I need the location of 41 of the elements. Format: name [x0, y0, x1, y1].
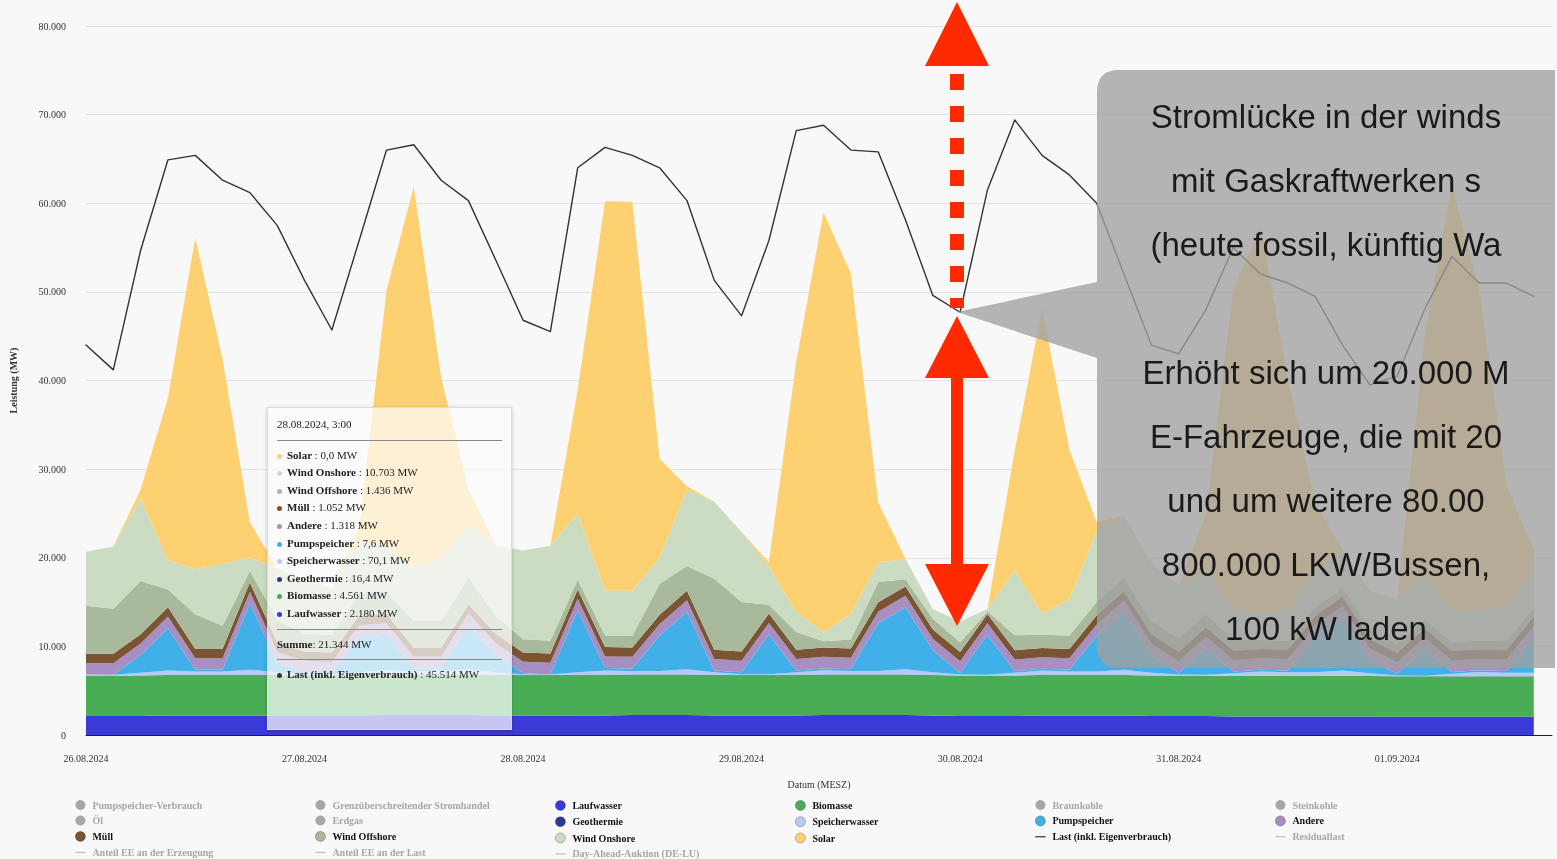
text: Stromlücke in der winds mit Gaskraftwerken s (heute fossil, künftig Wa Erhöht sich um 20.000 M E-Fahrzeuge, die mit 20 und um weitere 80.00 800.000 LKW/Bussen, 100 kW laden: [1142, 98, 1510, 647]
legend-label: Biomasse: [812, 799, 853, 811]
y-tick-label: 10.000: [38, 640, 66, 652]
legend-label: Pumpspeicher-Verbrauch: [92, 799, 203, 811]
legend-label: Residuallast: [1292, 831, 1346, 843]
legend-label: Steinkohle: [1292, 799, 1338, 811]
y-tick-label: 20.000: [38, 552, 66, 564]
legend-label: Last (inkl. Eigenverbrauch): [1052, 831, 1172, 844]
legend-label: Grenzüberschreitender Stromhandel: [332, 799, 490, 811]
legend-label: Andere: [1292, 815, 1325, 827]
legend-label: Wind Onshore: [572, 832, 636, 844]
y-tick-label: 40.000: [38, 375, 66, 386]
legend-label: Laufwasser: [572, 799, 623, 811]
x-tick-label: 01.09.2024: [1374, 752, 1420, 764]
x-axis-title: Datum (MESZ): [787, 778, 851, 791]
x-tick-label: 28.08.2024: [500, 752, 546, 764]
legend-label: Erdgas: [332, 815, 364, 826]
y-tick-label: 80.000: [38, 20, 66, 32]
tooltip-panel: 28.08.2024, 3:00 Solar : 0,0 MW Wind Onshore : 10.703 MW Wind Offshore : 1.436 MW Müll : 1.052 MW Andere : 1.318 MW Pumpspeicher : 7,6 MW Speicherwasser : 70,1 MW Geothermie : 16,4 MW Biomasse : 4.561 MW Laufwasser : 2.180 MW Summe: 21.344 MW Last (inkl. Eigenverbrauch) : 45.514 MW: [267, 407, 512, 730]
y-tick-label: 0: [61, 729, 66, 741]
x-tick-label: 30.08.2024: [937, 752, 983, 764]
y-axis-title: Leistung (MW): [7, 347, 20, 414]
x-tick-label: 26.08.2024: [63, 752, 109, 764]
legend-label: Öl: [92, 814, 104, 826]
y-tick-label: 60.000: [38, 197, 66, 209]
y-tick-label: 50.000: [38, 286, 66, 298]
y-tick-label: 30.000: [38, 463, 66, 475]
legend-label: Solar: [812, 832, 836, 844]
legend-label: Geothermie: [572, 816, 624, 828]
legend-label: Pumpspeicher: [1052, 815, 1115, 827]
x-tick-label: 29.08.2024: [719, 752, 765, 764]
legend-label: Müll: [92, 830, 114, 842]
legend-label: Day-Ahead-Auktion (DE-LU): [572, 848, 700, 859]
legend-label: Wind Offshore: [332, 830, 397, 842]
x-tick-label: 31.08.2024: [1156, 752, 1202, 764]
legend-label: Anteil EE an der Erzeugung: [92, 846, 214, 858]
legend-label: Anteil EE an der Last: [332, 846, 427, 858]
legend-label: Speicherwasser: [812, 816, 880, 828]
y-tick-label: 70.000: [38, 109, 66, 121]
legend-label: Braunkohle: [1052, 799, 1104, 811]
x-tick-label: 27.08.2024: [282, 752, 328, 764]
